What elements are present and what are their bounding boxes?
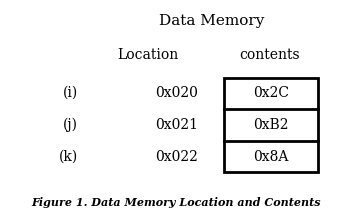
Text: 0x022: 0x022 bbox=[155, 150, 198, 164]
Text: Location: Location bbox=[118, 48, 179, 62]
Text: (j): (j) bbox=[63, 117, 78, 132]
Text: 0x020: 0x020 bbox=[155, 86, 198, 100]
Text: contents: contents bbox=[240, 48, 300, 62]
Text: 0xB2: 0xB2 bbox=[253, 118, 289, 132]
Text: (k): (k) bbox=[58, 150, 78, 164]
Text: 0x2C: 0x2C bbox=[253, 86, 289, 100]
Text: 0x021: 0x021 bbox=[155, 118, 198, 132]
Text: 0x8A: 0x8A bbox=[253, 150, 289, 164]
Text: (i): (i) bbox=[62, 86, 78, 100]
Text: Data Memory: Data Memory bbox=[159, 14, 264, 28]
Text: Figure 1. Data Memory Location and Contents: Figure 1. Data Memory Location and Conte… bbox=[32, 197, 321, 208]
Bar bbox=[224, 78, 318, 172]
